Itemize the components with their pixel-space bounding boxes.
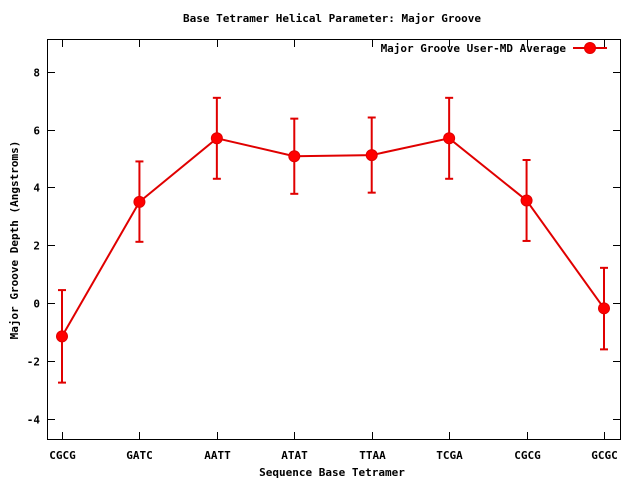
series-group xyxy=(56,96,610,384)
data-point xyxy=(598,302,610,315)
x-tick-label: CGCG xyxy=(514,449,541,462)
data-point xyxy=(520,194,533,207)
y-tick-label: 2 xyxy=(33,240,40,253)
series-line xyxy=(61,137,605,337)
x-axis-label: Sequence Base Tetramer xyxy=(259,466,405,479)
y-axis-ticks: -4 -2 0 2 4 6 8 xyxy=(27,67,620,427)
x-axis-ticks: CGCG GATC AATT ATAT TTAA TCGA CGCG GCGC xyxy=(49,40,618,462)
x-tick-label: AATT xyxy=(204,449,231,462)
y-axis-label: Major Groove Depth (Angstroms) xyxy=(8,141,21,340)
x-tick-label: TTAA xyxy=(359,449,386,462)
y-tick-label: -4 xyxy=(27,414,41,427)
legend: Major Groove User-MD Average xyxy=(381,42,607,55)
x-tick-label: GCGC xyxy=(591,449,618,462)
x-tick-label: CGCG xyxy=(49,449,76,462)
x-tick-label: TCGA xyxy=(436,449,463,462)
y-tick-label: 8 xyxy=(33,67,40,80)
chart-title: Base Tetramer Helical Parameter: Major G… xyxy=(183,12,481,25)
data-point xyxy=(210,132,223,145)
y-tick-label: 0 xyxy=(33,298,40,311)
x-tick-label: ATAT xyxy=(281,449,308,462)
y-tick-label: 6 xyxy=(33,125,40,138)
legend-marker xyxy=(584,42,596,54)
data-point xyxy=(365,149,378,162)
legend-label: Major Groove User-MD Average xyxy=(381,42,567,55)
y-tick-label: -2 xyxy=(27,356,40,369)
data-point xyxy=(443,132,456,145)
data-point xyxy=(56,330,68,343)
data-point xyxy=(133,195,146,208)
plot-frame xyxy=(47,39,621,440)
y-tick-label: 4 xyxy=(33,182,40,195)
data-point xyxy=(288,150,301,163)
x-tick-label: GATC xyxy=(126,449,153,462)
